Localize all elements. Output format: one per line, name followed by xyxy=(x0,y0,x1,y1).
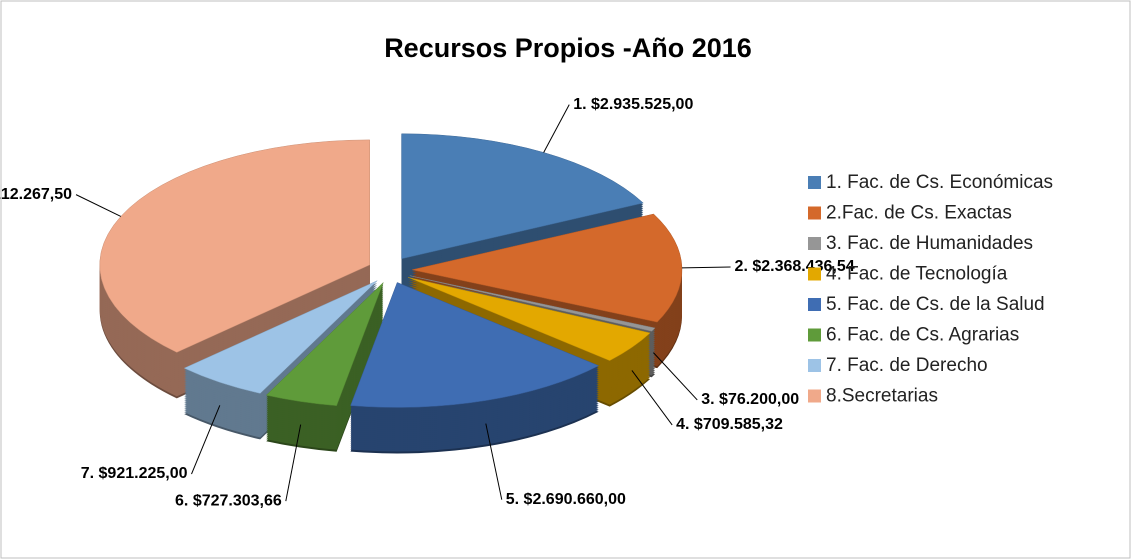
slice-side xyxy=(409,277,656,334)
slice xyxy=(350,282,600,408)
data-label: 6. $727.303,66 xyxy=(175,492,282,509)
legend-label: 2.Fac. de Cs. Exactas xyxy=(826,203,1012,224)
legend-swatch xyxy=(808,389,821,403)
legend-swatch xyxy=(808,298,821,311)
legend-swatch xyxy=(808,237,821,250)
leader-line xyxy=(75,194,122,217)
leader-line xyxy=(631,370,673,426)
slice xyxy=(265,282,384,406)
legend-swatch xyxy=(808,328,821,342)
data-label: 4. $709.585,32 xyxy=(676,416,783,433)
chart-title: Recursos Propios -Año 2016 xyxy=(384,33,752,63)
data-label: $ 6.212.267,50 xyxy=(0,186,72,203)
leader-line xyxy=(681,266,731,269)
legend-label: 4. Fac. de Tecnología xyxy=(826,264,1008,285)
leader-line xyxy=(191,405,221,475)
leader-line xyxy=(285,424,302,502)
data-label: 1. $2.935.525,00 xyxy=(573,96,693,113)
legend-swatch xyxy=(808,206,821,220)
legend-label: 6. Fac. de Cs. Agrarias xyxy=(826,325,1019,346)
slice xyxy=(99,139,370,353)
data-label: 5. $2.690.660,00 xyxy=(506,491,626,508)
data-label: 3. $76.200,00 xyxy=(701,391,799,408)
legend-label: 1. Fac. de Cs. Económicas xyxy=(826,172,1053,193)
legend-label: 8.Secretarias xyxy=(826,386,938,407)
slice xyxy=(401,133,644,260)
legend-label: 3. Fac. de Humanidades xyxy=(826,233,1033,254)
legend-label: 7. Fac. de Derecho xyxy=(826,355,988,376)
data-label: 7. $921.225,00 xyxy=(81,465,188,482)
legend-swatch xyxy=(808,267,821,281)
legend-swatch xyxy=(808,359,821,372)
slice xyxy=(408,277,651,361)
slice xyxy=(183,280,378,394)
leader-line xyxy=(653,352,698,401)
slice xyxy=(411,213,683,323)
leader-line xyxy=(485,423,503,500)
data-label: 2. $2.368.436,54 xyxy=(735,258,855,275)
leader-line xyxy=(543,104,570,153)
legend-swatch xyxy=(808,176,821,189)
slice xyxy=(409,275,656,332)
legend-label: 5. Fac. de Cs. de la Salud xyxy=(826,294,1045,315)
